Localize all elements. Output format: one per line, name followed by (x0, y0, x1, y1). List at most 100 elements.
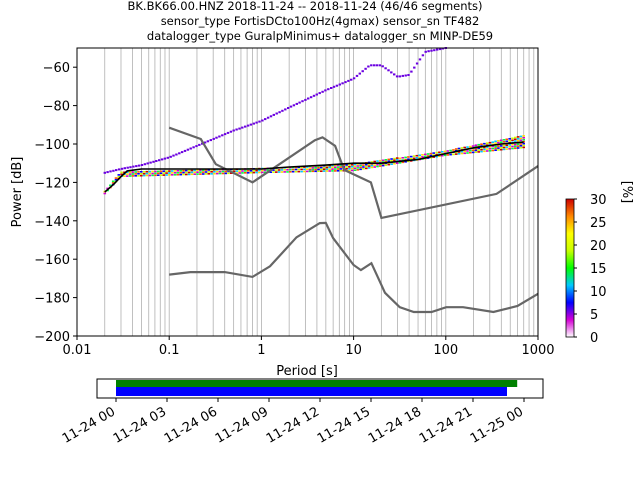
envelope-cell (212, 137, 215, 140)
density-cell (379, 163, 382, 165)
density-cell (477, 147, 480, 150)
density-cell (508, 140, 511, 142)
density-cell (499, 147, 503, 149)
density-cell (412, 155, 416, 157)
density-cell (516, 136, 520, 138)
density-cell (401, 161, 405, 164)
density-cell (283, 171, 286, 173)
envelope-cell (321, 90, 324, 93)
density-cell (193, 171, 196, 174)
density-cell (168, 174, 171, 176)
density-cell (193, 169, 196, 172)
envelope-cell (415, 62, 419, 65)
density-cell (103, 192, 107, 195)
envelope-cell (413, 66, 416, 69)
envelope-cell (324, 89, 327, 92)
density-cell (176, 173, 180, 176)
timeline-tick-label: 11-24 12 (264, 404, 322, 446)
density-cell (499, 139, 503, 142)
density-cell (339, 168, 343, 170)
density-cell (494, 145, 497, 148)
density-cell (182, 169, 185, 172)
envelope-cell (180, 151, 184, 154)
envelope-cell (266, 116, 270, 119)
density-cell (365, 163, 368, 166)
density-cell (348, 164, 351, 166)
density-cell (311, 170, 315, 173)
density-cell (297, 168, 301, 171)
envelope-cell (158, 159, 161, 162)
density-cell (210, 173, 213, 175)
density-cell (263, 171, 267, 174)
density-cell (111, 182, 115, 184)
density-cell (334, 168, 337, 170)
density-cell (311, 168, 315, 171)
density-cell (404, 158, 407, 161)
density-cell (106, 187, 109, 190)
density-cell (407, 156, 410, 158)
envelope-cell (295, 102, 298, 105)
density-cell (505, 146, 509, 148)
density-cell (238, 172, 241, 174)
density-cell (227, 172, 230, 175)
density-cell (460, 152, 464, 155)
density-cell (499, 145, 503, 147)
density-cell (488, 150, 492, 152)
density-cell (173, 170, 177, 172)
density-cell (438, 151, 441, 154)
density-cell (466, 146, 469, 148)
density-cell (204, 173, 208, 175)
density-cell (246, 172, 250, 174)
density-cell (499, 141, 503, 143)
density-cell (407, 160, 410, 163)
envelope-cell (189, 147, 192, 150)
density-cell (491, 141, 495, 143)
density-cell (305, 166, 309, 168)
density-cell (207, 171, 211, 173)
density-cell (123, 171, 126, 174)
density-cell (454, 151, 458, 154)
density-cell (128, 173, 132, 175)
density-cell (159, 174, 163, 176)
density-cell (314, 170, 317, 173)
density-cell (179, 173, 182, 176)
density-cell (511, 145, 514, 148)
colorbar-tick-label: 5 (590, 308, 598, 323)
density-cell (491, 145, 495, 148)
density-cell (336, 168, 340, 170)
envelope-cell (312, 94, 316, 97)
density-cell (359, 166, 362, 169)
density-cell (342, 164, 346, 166)
density-cell (353, 165, 357, 168)
envelope-cell (155, 160, 158, 162)
density-cell (384, 164, 388, 166)
density-cell (258, 169, 261, 172)
density-cell (331, 168, 334, 170)
density-cell (145, 170, 149, 173)
density-cell (311, 167, 315, 169)
density-cell (522, 144, 525, 147)
density-cell (263, 169, 267, 172)
density-cell (379, 165, 382, 167)
density-cell (350, 169, 354, 172)
density-cell (325, 170, 329, 172)
colorbar-tick-label: 20 (590, 239, 607, 254)
density-cell (204, 169, 208, 171)
envelope-cell (143, 163, 147, 166)
density-cell (435, 155, 438, 158)
x-tick-label: 10 (345, 343, 362, 358)
density-cell (246, 170, 250, 172)
density-cell (187, 171, 191, 174)
density-cell (201, 169, 205, 171)
density-cell (199, 173, 202, 175)
chart-title-line1: BK.BK66.00.HNZ 2018-11-24 -- 2018-11-24 … (127, 0, 482, 13)
colorbar-tick-label: 0 (590, 331, 598, 346)
density-cell (483, 146, 486, 149)
density-cell (176, 172, 180, 174)
density-cell (289, 171, 292, 173)
density-cell (156, 172, 160, 175)
envelope-cell (178, 152, 181, 155)
density-cell (328, 170, 331, 172)
density-cell (395, 162, 399, 164)
density-cell (424, 155, 427, 158)
